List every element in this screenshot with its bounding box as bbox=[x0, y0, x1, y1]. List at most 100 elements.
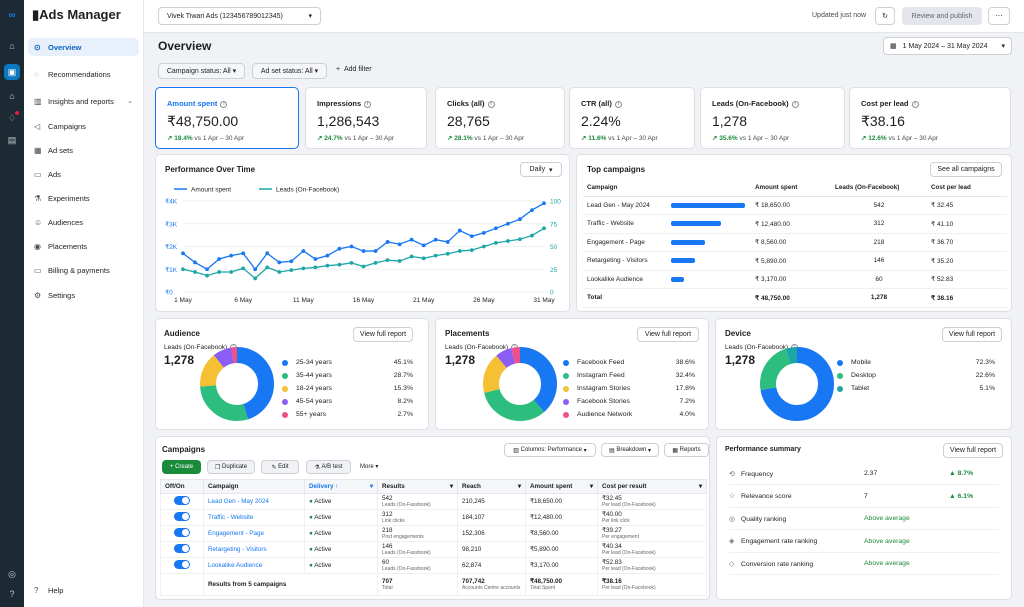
sidebar-item-overview[interactable]: ⊙ Overview bbox=[28, 38, 139, 56]
summary-value: Above average bbox=[864, 537, 910, 545]
placements-view-report-button[interactable]: View full report bbox=[637, 327, 699, 342]
data-point bbox=[193, 270, 197, 274]
table-row[interactable]: Retargeting - Visitors ₹ 5,890.00 146 ₹ … bbox=[583, 251, 1007, 271]
audience-view-report-button[interactable]: View full report bbox=[353, 327, 413, 342]
spend-bar-cell bbox=[667, 214, 751, 234]
sidebar-item-placements[interactable]: ◉ Placements bbox=[34, 241, 88, 251]
sidebar-item-billing[interactable]: ▭ Billing & payments bbox=[34, 265, 110, 275]
column-header[interactable]: Results ▾ bbox=[377, 479, 458, 494]
sidebar-item-audiences[interactable]: ☺ Audiences bbox=[34, 217, 84, 227]
campaign-toggle[interactable] bbox=[174, 512, 190, 521]
account-selector[interactable]: Vivek Tiwari Ads (123456789012345) ▾ bbox=[158, 7, 321, 25]
sidebar-item-campaigns[interactable]: ◁ Campaigns bbox=[34, 121, 86, 131]
duplicate-button[interactable]: ❐ Duplicate bbox=[207, 460, 255, 474]
data-point bbox=[433, 253, 438, 258]
total-results: 707 bbox=[382, 578, 393, 585]
summary-row: ☆ Relevance score 7 ▲ 6.1% bbox=[729, 486, 999, 508]
adset-status-filter[interactable]: Ad set status: All ▾ bbox=[252, 63, 327, 79]
kpi-clicks[interactable]: Clicks (all) i 28,765 ↗ 28.1% vs 1 Apr – … bbox=[435, 87, 565, 149]
reach-value: 98,210 bbox=[457, 541, 526, 558]
data-point bbox=[457, 228, 462, 233]
campaign-name: Lead Gen - May 2024 bbox=[583, 196, 667, 215]
sidebar-item-ads[interactable]: ▭ Ads bbox=[34, 169, 61, 179]
sidebar-item-insights[interactable]: ▥ Insights and reports ⌄ bbox=[34, 96, 133, 106]
date-range-picker[interactable]: ▦ 1 May 2024 – 31 May 2024 ▾ bbox=[883, 37, 1012, 55]
table-row[interactable]: Traffic - Website ● Active 312 Link click… bbox=[160, 509, 707, 526]
help-circle-icon[interactable]: ? bbox=[9, 589, 15, 599]
columns-dropdown[interactable]: ▥ Columns: Performance ▾ bbox=[504, 443, 596, 457]
column-header[interactable]: Reach ▾ bbox=[457, 479, 526, 494]
table-row[interactable]: Engagement - Page ● Active 218 Post engag… bbox=[160, 525, 707, 542]
ab-test-button[interactable]: ⚗ A/B test bbox=[306, 460, 351, 474]
refresh-button[interactable]: ↻ bbox=[875, 7, 895, 25]
table-row[interactable]: Lookalike Audience ₹ 3,170.00 60 ₹ 52.83 bbox=[583, 270, 1007, 289]
sidebar-item-recommendations[interactable]: ◌ Recommendations bbox=[34, 69, 111, 79]
column-header[interactable]: Cost per result ▾ bbox=[597, 479, 707, 494]
performance-summary-view-report-button[interactable]: View full report bbox=[943, 443, 1003, 458]
kpi-amount-spent[interactable]: Amount spent i ₹48,750.00 ↗ 18.4% vs 1 Ap… bbox=[155, 87, 299, 149]
data-point bbox=[373, 249, 378, 253]
results-type: Post engagements bbox=[382, 534, 424, 540]
edit-button[interactable]: ✎ Edit bbox=[261, 460, 299, 474]
column-header[interactable]: Off/On bbox=[160, 479, 204, 494]
table-row[interactable]: Retargeting - Visitors ● Active 146 Leads… bbox=[160, 541, 707, 558]
campaign-link[interactable]: Retargeting - Visitors bbox=[203, 541, 305, 558]
cost-per-result: ₹52.83 bbox=[602, 559, 622, 566]
legend-swatch bbox=[282, 411, 288, 418]
column-header[interactable]: Campaign bbox=[203, 479, 305, 494]
legend-label: Tablet bbox=[851, 385, 870, 392]
legend-value: 22.6% bbox=[975, 372, 995, 379]
kpi-leads[interactable]: Leads (On-Facebook) i 1,278 ↗ 35.6% vs 1 … bbox=[700, 87, 845, 149]
pencil-icon: ✎ bbox=[271, 464, 277, 471]
review-publish-button[interactable]: Review and publish bbox=[902, 7, 982, 25]
campaign-toggle[interactable] bbox=[174, 496, 190, 505]
campaign-toggle[interactable] bbox=[174, 528, 190, 537]
data-point bbox=[409, 254, 414, 259]
campaign-link[interactable]: Engagement - Page bbox=[203, 525, 305, 542]
campaign-status-filter[interactable]: Campaign status: All ▾ bbox=[158, 63, 245, 79]
more-dropdown[interactable]: More ▾ bbox=[360, 464, 379, 470]
data-point bbox=[421, 243, 426, 248]
kpi-cost-per-lead[interactable]: Cost per lead i ₹38.16 ↗ 12.6% vs 1 Apr –… bbox=[849, 87, 1011, 149]
campaign-toggle[interactable] bbox=[174, 544, 190, 553]
sidebar-item-experiments[interactable]: ⚗ Experiments bbox=[34, 193, 90, 203]
menu-grid-icon[interactable]: ▤ bbox=[7, 134, 17, 145]
home-icon[interactable]: ⌂ bbox=[9, 41, 15, 51]
sidebar-item-ad-sets[interactable]: ▦ Ad sets bbox=[34, 145, 74, 155]
table-row[interactable]: Lookalike Audience ● Active 60 Leads (On-… bbox=[160, 557, 707, 574]
legend-item: Desktop 22.6% bbox=[837, 372, 995, 379]
data-point bbox=[397, 242, 402, 247]
kpi-impressions[interactable]: Impressions i 1,286,543 ↗ 24.7% vs 1 Apr … bbox=[305, 87, 427, 149]
search-icon[interactable]: ◎ bbox=[8, 568, 16, 579]
ads-manager-icon[interactable]: ▣ bbox=[4, 64, 20, 80]
campaign-link[interactable]: Lookalike Audience bbox=[203, 557, 305, 574]
sidebar-item-settings[interactable]: ⚙ Settings bbox=[34, 290, 76, 300]
house-icon[interactable]: ⌂ bbox=[9, 91, 15, 101]
more-options-button[interactable]: ⋯ bbox=[988, 7, 1010, 25]
kpi-value: ₹38.16 bbox=[861, 113, 905, 129]
table-row[interactable]: Lead Gen - May 2024 ₹ 18,650.00 542 ₹ 32… bbox=[583, 196, 1007, 215]
create-button[interactable]: + Create bbox=[162, 460, 201, 474]
column-header-sorted[interactable]: Delivery ↑ ▾ bbox=[304, 479, 378, 494]
campaign-toggle[interactable] bbox=[174, 560, 190, 569]
device-view-report-button[interactable]: View full report bbox=[942, 327, 1002, 342]
legend-item: Facebook Stories 7.2% bbox=[563, 398, 695, 405]
granularity-select[interactable]: Daily ▾ bbox=[520, 162, 562, 177]
sidebar-item-help[interactable]: ? Help bbox=[34, 585, 64, 595]
see-all-campaigns-button[interactable]: See all campaigns bbox=[930, 162, 1002, 177]
column-header[interactable]: Amount spent ▾ bbox=[525, 479, 598, 494]
data-point bbox=[506, 221, 510, 226]
table-row[interactable]: Traffic - Website ₹ 12,480.00 312 ₹ 41.1… bbox=[583, 214, 1007, 234]
table-row[interactable]: Engagement - Page ₹ 8,560.00 218 ₹ 36.70 bbox=[583, 233, 1007, 252]
table-row[interactable]: Lead Gen - May 2024 ● Active 542 Leads (O… bbox=[160, 493, 707, 510]
breakdown-dropdown[interactable]: ▤ Breakdown ▾ bbox=[601, 443, 659, 457]
notifications-icon[interactable]: ♢ bbox=[4, 110, 20, 126]
campaign-link[interactable]: Traffic - Website bbox=[203, 509, 305, 526]
trend-up-icon: ↗ bbox=[861, 135, 867, 142]
data-point bbox=[530, 208, 534, 212]
placements-card: Placements View full report Leads (On-Fa… bbox=[435, 318, 709, 430]
kpi-ctr[interactable]: CTR (all) i 2.24% ↗ 11.6% vs 1 Apr – 30 A… bbox=[569, 87, 695, 149]
reports-button[interactable]: ▦ Reports bbox=[664, 443, 709, 457]
add-filter-button[interactable]: + Add filter bbox=[336, 66, 372, 73]
campaign-link[interactable]: Lead Gen - May 2024 bbox=[203, 493, 305, 510]
